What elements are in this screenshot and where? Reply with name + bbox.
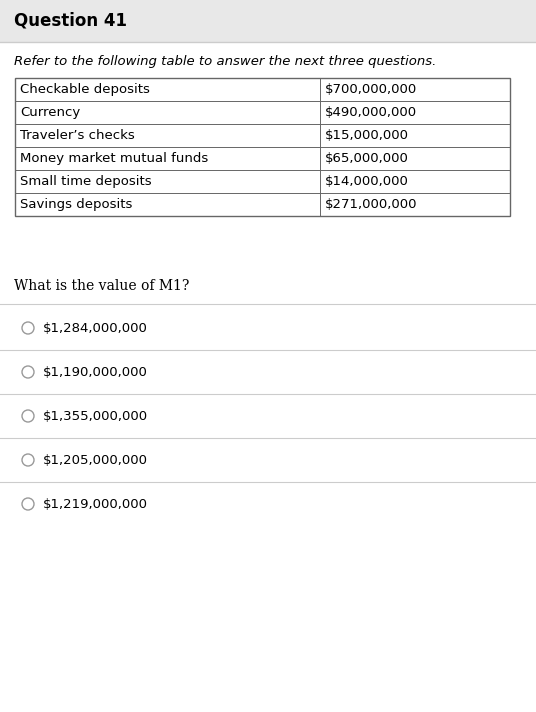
Text: $1,219,000,000: $1,219,000,000 — [43, 498, 148, 511]
Text: Checkable deposits: Checkable deposits — [20, 83, 150, 96]
Text: $700,000,000: $700,000,000 — [325, 83, 417, 96]
Text: Traveler’s checks: Traveler’s checks — [20, 129, 135, 142]
Text: $1,190,000,000: $1,190,000,000 — [43, 365, 148, 379]
Text: $65,000,000: $65,000,000 — [325, 152, 409, 165]
Text: Savings deposits: Savings deposits — [20, 198, 132, 211]
Text: $15,000,000: $15,000,000 — [325, 129, 409, 142]
FancyBboxPatch shape — [0, 0, 536, 42]
Text: Currency: Currency — [20, 106, 80, 119]
Text: $1,355,000,000: $1,355,000,000 — [43, 409, 148, 422]
Text: Small time deposits: Small time deposits — [20, 175, 152, 188]
Text: Refer to the following table to answer the next three questions.: Refer to the following table to answer t… — [14, 56, 436, 68]
Text: $271,000,000: $271,000,000 — [325, 198, 418, 211]
Text: $1,205,000,000: $1,205,000,000 — [43, 454, 148, 466]
Text: Question 41: Question 41 — [14, 12, 127, 30]
Text: $490,000,000: $490,000,000 — [325, 106, 417, 119]
Text: $14,000,000: $14,000,000 — [325, 175, 409, 188]
Text: What is the value of M1?: What is the value of M1? — [14, 279, 189, 293]
Text: $1,284,000,000: $1,284,000,000 — [43, 322, 148, 335]
Bar — [15, 78, 510, 216]
Text: Money market mutual funds: Money market mutual funds — [20, 152, 209, 165]
